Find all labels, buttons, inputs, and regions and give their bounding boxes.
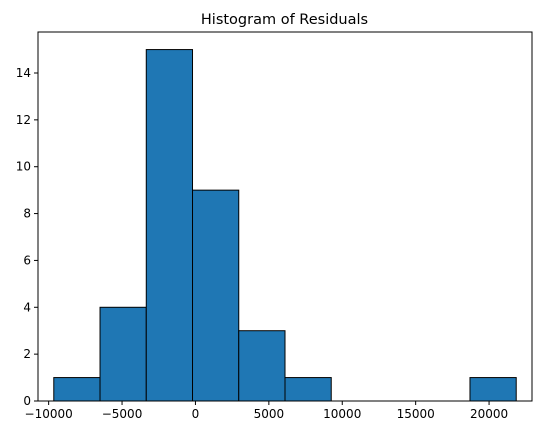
x-tick-label: 5000 xyxy=(254,407,285,421)
x-tick-label: 10000 xyxy=(323,407,361,421)
chart-title: Histogram of Residuals xyxy=(201,12,368,28)
histogram-bar xyxy=(99,306,147,402)
x-tick-label: −5000 xyxy=(102,407,143,421)
y-tick-label: 6 xyxy=(23,253,31,267)
x-tick-label: 0 xyxy=(192,407,200,421)
bars-group xyxy=(53,49,517,402)
y-tick-label: 8 xyxy=(23,207,31,221)
histogram-bar xyxy=(192,189,240,402)
histogram-bar xyxy=(284,377,332,402)
x-tick-label: 20000 xyxy=(470,407,508,421)
histogram-bar xyxy=(145,49,194,402)
y-tick-label: 2 xyxy=(23,347,31,361)
histogram-bar xyxy=(469,377,517,402)
x-axis: −10000 −5000 0 5000 10000 15000 20000 xyxy=(25,401,508,421)
y-tick-label: 0 xyxy=(23,394,31,408)
y-tick-label: 14 xyxy=(16,66,31,80)
y-tick-label: 12 xyxy=(16,113,31,127)
y-axis: 0 2 4 6 8 10 12 14 xyxy=(16,66,38,408)
x-tick-label: 15000 xyxy=(397,407,435,421)
y-tick-label: 4 xyxy=(23,300,31,314)
histogram-bar xyxy=(238,330,286,402)
x-tick-label: −10000 xyxy=(25,407,73,421)
plot-frame xyxy=(37,31,533,402)
y-tick-label: 10 xyxy=(16,160,31,174)
histogram-bar xyxy=(53,377,101,402)
